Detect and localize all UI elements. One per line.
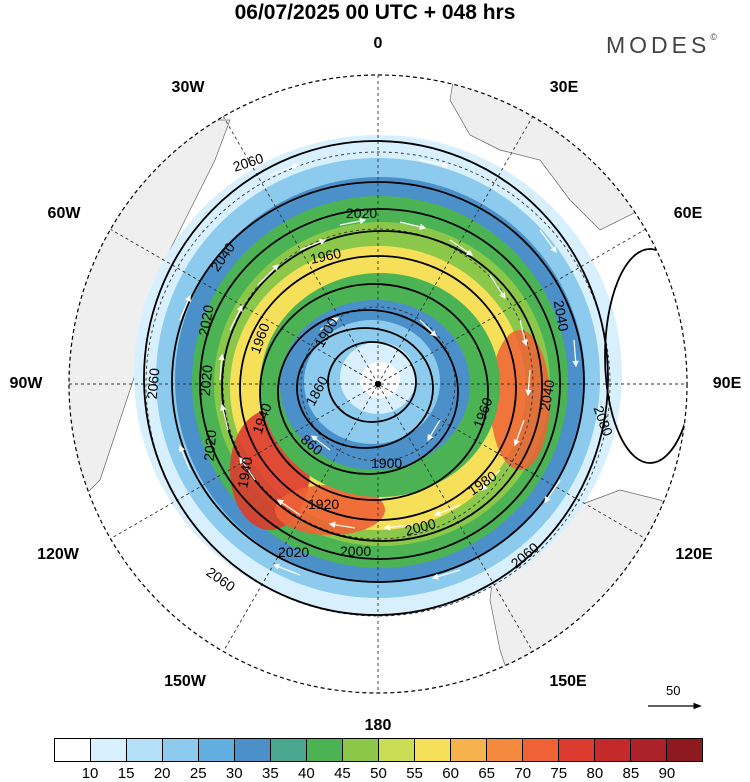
colorbar-swatch: [343, 739, 379, 761]
colorbar-swatch: [631, 739, 667, 761]
contour-label: 2020: [201, 429, 220, 462]
contour-label: 2020: [346, 205, 377, 221]
colorbar-labels: 10 15 20 25 30 35 40 45 50 55 60 65 70 75 80 85 90: [54, 765, 703, 782]
brand-logo: MODES©: [606, 32, 717, 59]
colorbar-swatch: [163, 739, 199, 761]
wind-vectors: [179, 159, 579, 580]
lon-label-120w: 120W: [37, 546, 79, 563]
lon-label-60e: 60E: [673, 205, 703, 222]
colorbar-swatch: [415, 739, 451, 761]
colorbar-swatch: [451, 739, 487, 761]
contour-label: 2040: [551, 299, 572, 333]
vector-scale-label: 50: [666, 683, 681, 698]
lon-label-90e: 90E: [712, 375, 742, 392]
colorbar-swatch: [559, 739, 595, 761]
colorbar-swatch: [487, 739, 523, 761]
contour-label: 2000: [340, 543, 371, 559]
colorbar-tick-label: 45: [334, 765, 351, 782]
colorbar-tick-label: 20: [153, 765, 171, 782]
colorbar-swatch: [271, 739, 307, 761]
colorbar-tick-label: 25: [189, 765, 207, 782]
colorbar-swatch: [595, 739, 631, 761]
lon-label-90w: 90W: [9, 375, 43, 392]
contour-label: 2040: [537, 378, 558, 412]
lon-label-30w: 30W: [171, 79, 205, 96]
contour-label: 1900: [371, 455, 402, 471]
colorbar-swatch: [667, 739, 702, 761]
lon-label-0: 0: [373, 35, 383, 52]
colorbar-tick-label: 35: [261, 765, 279, 782]
colorbar-tick-label: 40: [298, 765, 315, 782]
colorbar-tick-label: 30: [225, 765, 243, 782]
colorbar-tick-label: 90: [658, 765, 676, 782]
lon-label-30e: 30E: [549, 79, 579, 96]
colorbar-swatch: [523, 739, 559, 761]
contour-label: 1960: [309, 245, 343, 267]
colorbar-swatch: [91, 739, 127, 761]
contour-label: 1920: [308, 496, 339, 512]
colorbar-tick-label: 80: [586, 765, 604, 782]
geopotential-contours: [143, 140, 687, 616]
map-title: 06/07/2025 00 UTC + 048 hrs: [234, 1, 516, 24]
colorbar-tick-label: 85: [622, 765, 640, 782]
lon-label-150e: 150E: [549, 673, 587, 690]
colorbar-tick-label: 15: [117, 765, 135, 782]
pole-marker: [375, 381, 381, 387]
map-boundary: [68, 74, 688, 694]
colorbar-swatch: [235, 739, 271, 761]
contour-label: 2020: [195, 303, 216, 337]
colorbar-tick-label: 65: [478, 765, 495, 782]
contour-label: 2000: [403, 515, 437, 539]
contour-label: 2020: [197, 364, 216, 397]
colorbar-tick-label: 60: [442, 765, 459, 782]
lon-label-60w: 60W: [47, 205, 81, 222]
colorbar-tick-label: 70: [514, 765, 532, 782]
colorbar: [54, 738, 703, 762]
brand-name: MODES: [606, 32, 711, 58]
lon-label-180: 180: [364, 717, 392, 734]
colorbar-swatch: [127, 739, 163, 761]
contour-label: 2060: [144, 367, 163, 400]
colorbar-tick-label: 55: [406, 765, 423, 782]
colorbar-swatch: [199, 739, 235, 761]
contour-label: 1940: [234, 456, 255, 490]
contour-label: 2020: [278, 544, 309, 560]
colorbar-tick-label: 50: [370, 765, 387, 782]
colorbar-tick-label: 10: [81, 765, 99, 782]
lon-label-120e: 120E: [675, 546, 713, 563]
colorbar-swatch: [55, 739, 91, 761]
copyright-mark: ©: [710, 32, 717, 42]
colorbar-swatch: [307, 739, 343, 761]
lon-label-150w: 150W: [164, 673, 206, 690]
colorbar-tick-label: 75: [550, 765, 568, 782]
colorbar-swatch: [379, 739, 415, 761]
